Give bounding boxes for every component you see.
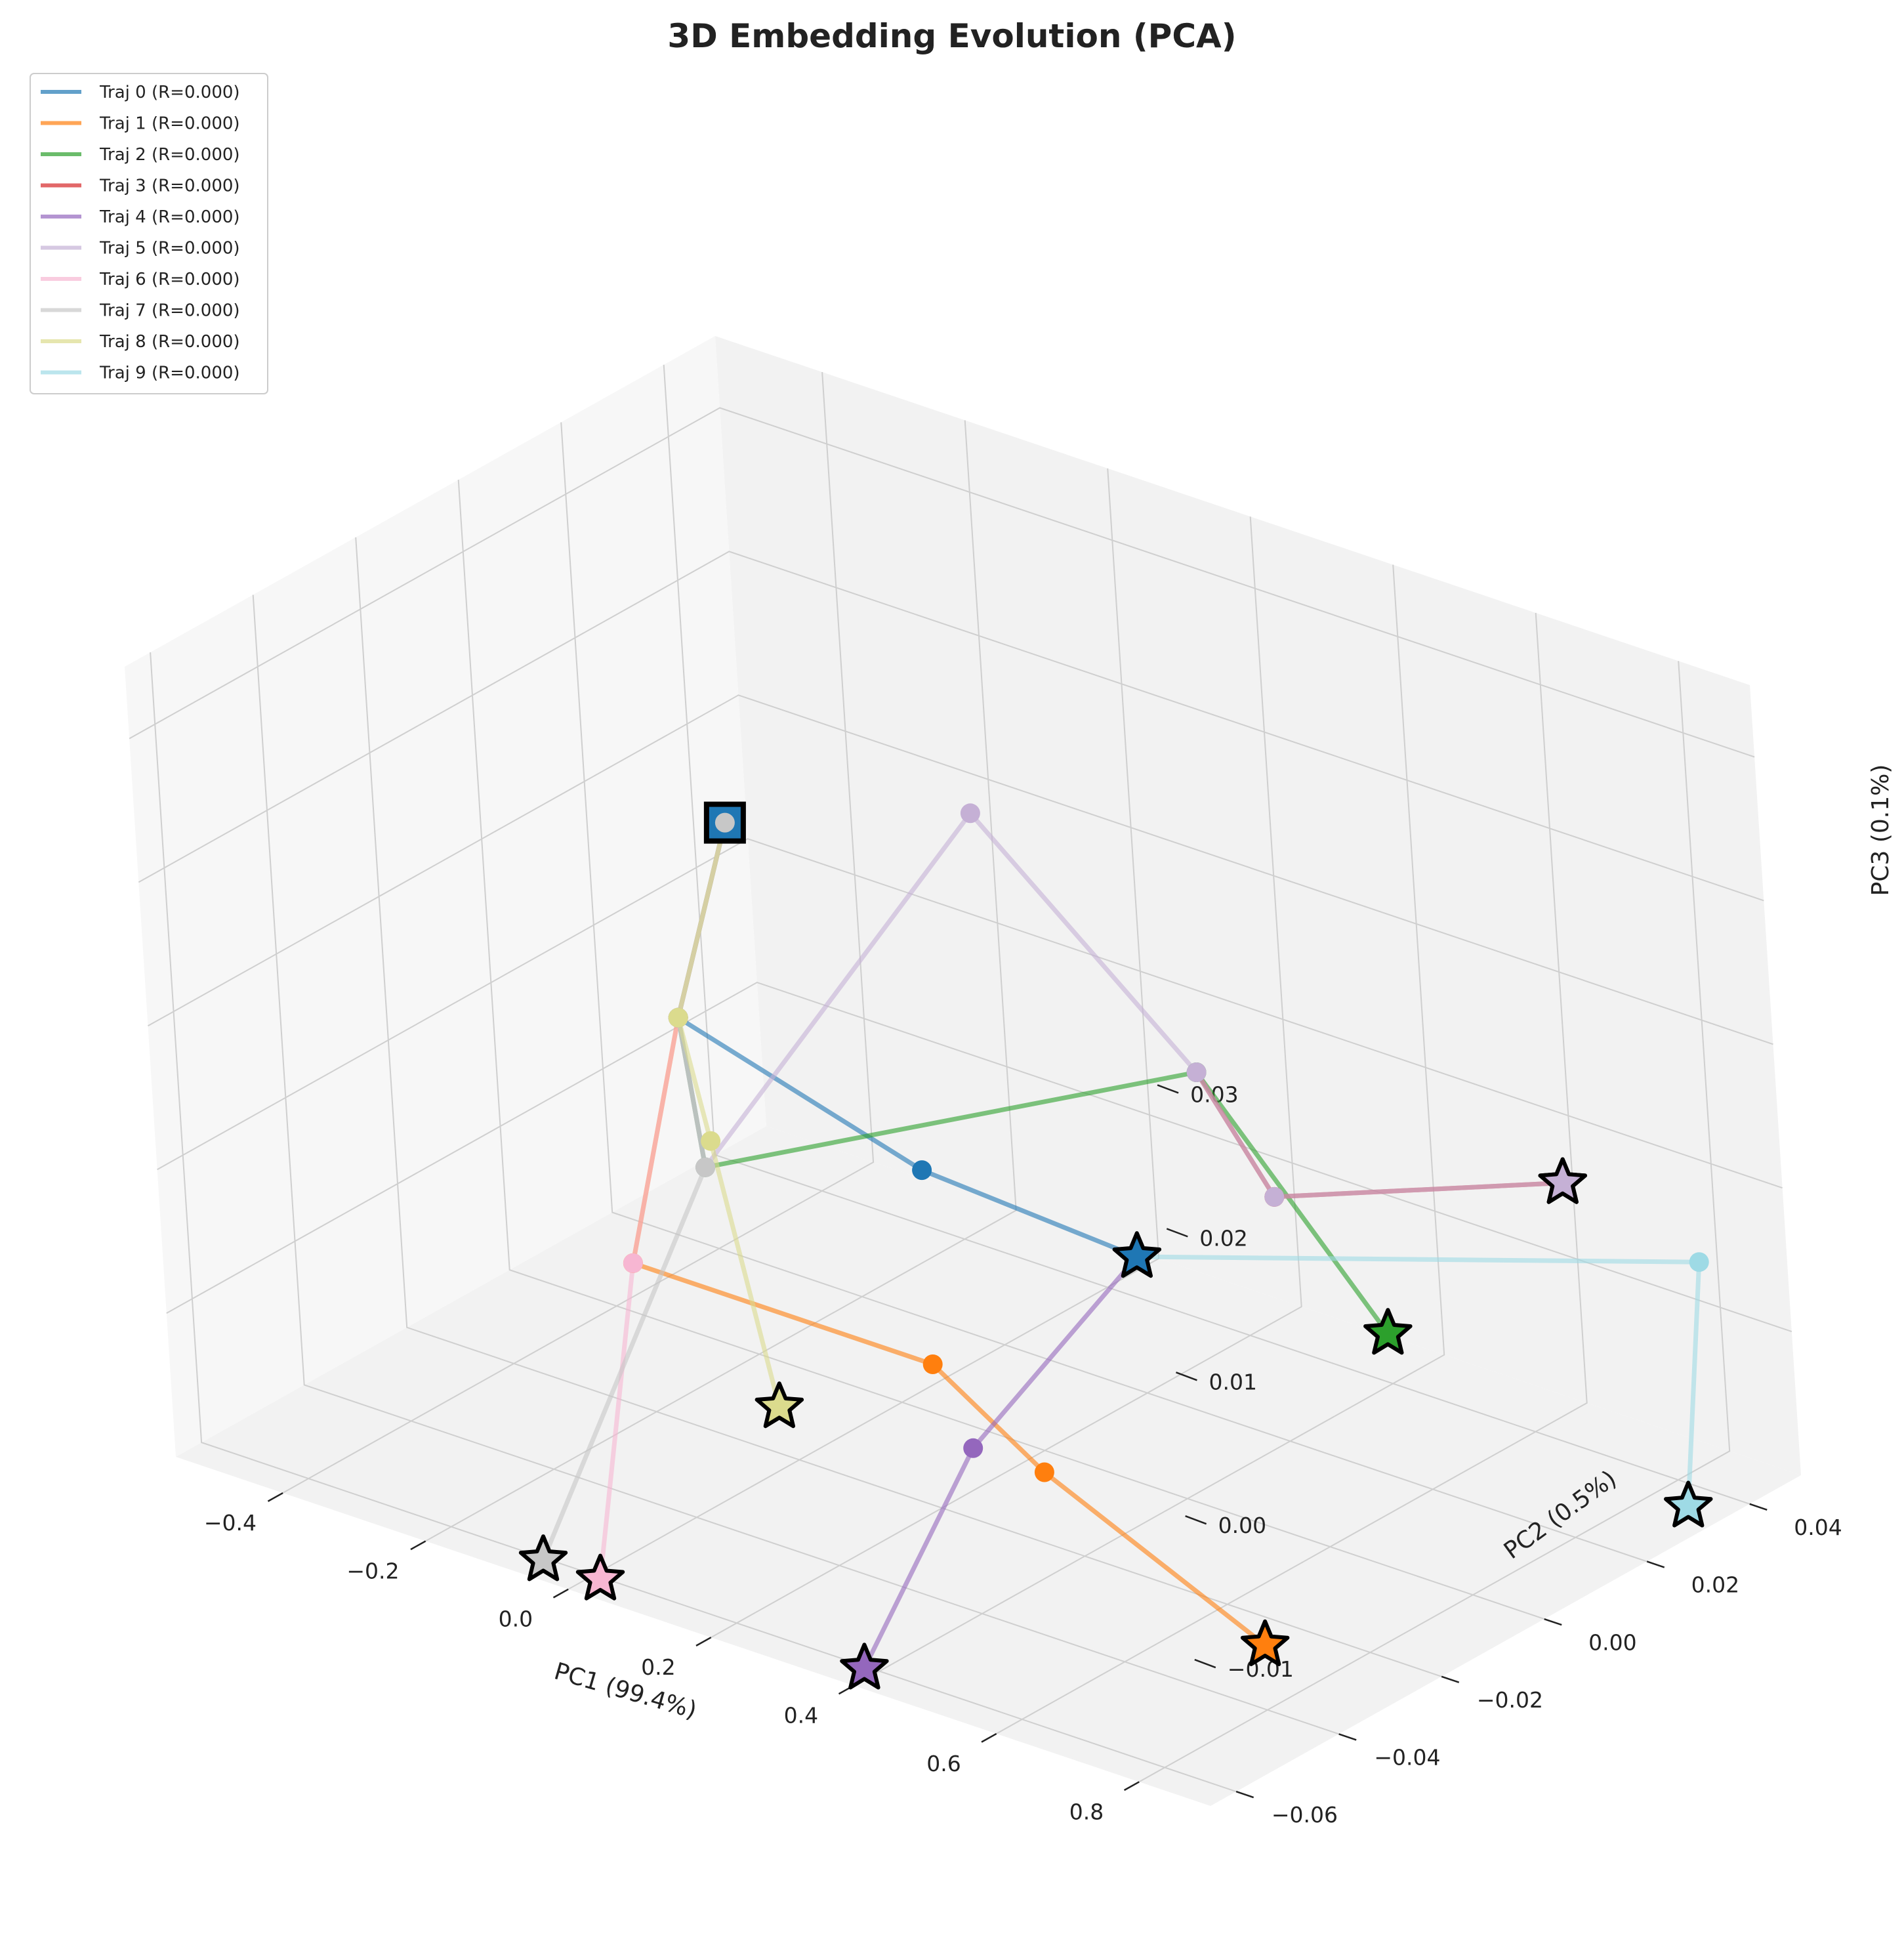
y-tick-mark <box>1338 1733 1357 1741</box>
series-line-8 <box>676 820 782 1410</box>
data-point-9 <box>1689 1252 1709 1272</box>
y-tick-label: 0.02 <box>1691 1572 1739 1598</box>
data-point-4 <box>963 1438 983 1458</box>
y-gridline <box>355 537 1442 1677</box>
start-marker <box>703 801 746 844</box>
legend-label-6: Traj 6 (R=0.000) <box>99 270 240 289</box>
x-tick-label: 0.2 <box>641 1654 675 1680</box>
end-star-5 <box>1538 1157 1587 1204</box>
legend-label-9: Traj 9 (R=0.000) <box>99 364 240 383</box>
data-point-8 <box>668 1007 688 1028</box>
data-point-1 <box>922 1354 943 1374</box>
z-axis-label: PC3 (0.1%) <box>1867 765 1894 896</box>
start-marker-dot <box>714 812 735 833</box>
x-gridline <box>1138 661 1731 1783</box>
legend-label-4: Traj 4 (R=0.000) <box>99 207 240 227</box>
x-tick-mark <box>410 1540 426 1551</box>
z-gridline <box>138 551 1764 902</box>
z-tick-mark <box>1185 1515 1207 1525</box>
back-pane <box>715 336 1801 1475</box>
data-point-6 <box>623 1253 643 1273</box>
y-tick-mark <box>1646 1561 1665 1568</box>
y-gridline <box>457 480 1545 1620</box>
x-gridline <box>996 612 1588 1734</box>
data-point-8 <box>701 1131 721 1151</box>
x-gridline <box>853 564 1445 1687</box>
legend-label-8: Traj 8 (R=0.000) <box>99 332 240 352</box>
end-star-6 <box>575 1553 625 1601</box>
x-tick-label: −0.4 <box>204 1510 257 1536</box>
legend: Traj 0 (R=0.000) Traj 1 (R=0.000) Traj 2 (… <box>30 73 268 394</box>
z-tick-mark <box>1166 1228 1188 1238</box>
end-star-8 <box>755 1381 804 1429</box>
data-point-7 <box>695 1157 716 1177</box>
chart-title: 3D Embedding Evolution (PCA) <box>667 17 1236 55</box>
end-star-7 <box>518 1534 568 1582</box>
x-tick-mark <box>1123 1781 1140 1792</box>
legend-label-5: Traj 5 (R=0.000) <box>99 239 240 259</box>
series-points <box>518 801 1713 1690</box>
floor-pane <box>176 1126 1801 1806</box>
end-star-4 <box>840 1643 889 1690</box>
y-tick-mark <box>1235 1790 1254 1799</box>
z-tick-label: 0.01 <box>1209 1369 1257 1394</box>
y-tick-mark <box>1544 1618 1562 1626</box>
legend-label-2: Traj 2 (R=0.000) <box>99 145 240 165</box>
data-point-5 <box>1264 1186 1285 1207</box>
z-gridline <box>157 838 1783 1189</box>
z-gridline <box>166 982 1792 1333</box>
gridlines <box>129 364 1792 1793</box>
data-point-0 <box>912 1160 932 1181</box>
x-tick-label: 0.0 <box>499 1606 533 1632</box>
y-tick-label: −0.06 <box>1272 1802 1338 1828</box>
axes: −0.4 −0.2 0.0 0.2 0.4 0.6 0.8 −0.06 −0.04 −0.02 0.… <box>204 1082 1842 1828</box>
y-tick-label: 0.00 <box>1588 1629 1636 1655</box>
legend-label-3: Traj 3 (R=0.000) <box>99 177 240 196</box>
x-tick-mark <box>695 1637 712 1646</box>
x-gridline <box>711 516 1302 1639</box>
z-gridline <box>148 694 1773 1045</box>
x-tick-label: 0.6 <box>926 1751 961 1776</box>
z-tick-mark <box>1176 1372 1197 1381</box>
x-gridline <box>282 371 875 1494</box>
y-tick-label: −0.02 <box>1477 1687 1543 1713</box>
y-tick-mark <box>1441 1675 1460 1683</box>
x-tick-label: 0.8 <box>1069 1799 1104 1824</box>
data-point-5 <box>1186 1062 1207 1082</box>
end-star-2 <box>1363 1308 1413 1355</box>
y-tick-label: 0.04 <box>1794 1515 1842 1540</box>
legend-label-0: Traj 0 (R=0.000) <box>99 83 240 102</box>
x-tick-mark <box>552 1588 569 1599</box>
legend-label-1: Traj 1 (R=0.000) <box>99 114 240 134</box>
x-axis-label: PC1 (99.4%) <box>551 1658 699 1724</box>
side-pane <box>125 336 766 1457</box>
x-tick-label: −0.2 <box>346 1558 399 1583</box>
z-tick-label: 0.02 <box>1199 1225 1247 1251</box>
x-tick-mark <box>267 1492 283 1502</box>
end-star-0 <box>1112 1231 1162 1278</box>
end-star-9 <box>1664 1480 1713 1528</box>
z-gridline <box>129 407 1755 758</box>
data-point-1 <box>1034 1462 1054 1482</box>
y-gridline <box>150 652 1237 1793</box>
data-point-5 <box>960 803 980 824</box>
y-gridline <box>252 595 1340 1735</box>
axis-panes <box>125 336 1801 1806</box>
y-gridline <box>560 422 1647 1562</box>
y-tick-label: −0.04 <box>1374 1745 1440 1771</box>
y-tick-mark <box>1749 1503 1768 1511</box>
z-tick-mark <box>1157 1084 1179 1094</box>
legend-label-7: Traj 7 (R=0.000) <box>99 301 240 321</box>
x-tick-label: 0.4 <box>784 1703 818 1729</box>
x-tick-mark <box>981 1732 997 1743</box>
legend-frame <box>30 73 268 394</box>
z-tick-label: 0.00 <box>1218 1513 1266 1538</box>
z-tick-mark <box>1194 1658 1216 1669</box>
end-star-1 <box>1240 1619 1290 1666</box>
